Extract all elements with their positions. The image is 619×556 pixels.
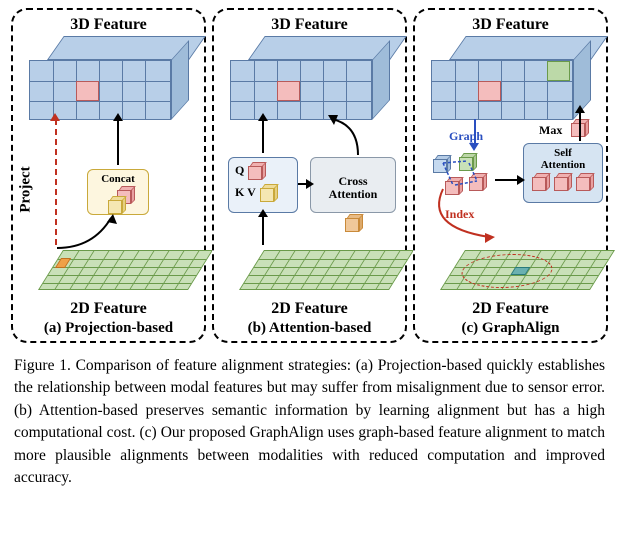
q-cube	[248, 162, 266, 180]
figure-row: 3D Feature Project Concat	[10, 8, 609, 343]
concat-label: Concat	[92, 172, 144, 186]
graph-label: Graph	[449, 129, 483, 144]
label-3d-feature: 3D Feature	[70, 16, 147, 34]
project-arrowhead	[50, 113, 60, 121]
arrow-qkv-to-cross	[298, 183, 308, 185]
arrow-qkv-up	[262, 119, 264, 153]
panel-c-middle: Graph Max Self Attention	[419, 129, 602, 244]
panel-c-caption: (c) GraphAlign	[462, 320, 560, 337]
highlight-cell-pink-c	[478, 81, 501, 101]
flat-2d-b	[225, 250, 395, 296]
panel-c: 3D Feature Graph	[413, 8, 608, 343]
cuboid-3d-c	[431, 36, 591, 123]
label-2d-feature-b: 2D Feature	[271, 300, 348, 318]
cuboid-3d-a	[29, 36, 189, 123]
index-arrow	[429, 187, 539, 245]
arrow-2d-to-concat	[53, 214, 123, 254]
sa-cube-3	[576, 173, 594, 191]
panel-b-caption: (b) Attention-based	[248, 320, 372, 337]
arrow-2d-to-qkv	[262, 215, 264, 245]
label-2d-feature-a: 2D Feature	[70, 300, 147, 318]
max-label: Max	[539, 123, 562, 138]
crossattn-label: Cross Attention	[315, 175, 391, 201]
flat-2d-c	[426, 250, 596, 296]
crossattn-cube	[345, 214, 363, 232]
label-3d-feature-b: 3D Feature	[271, 16, 348, 34]
q-label: Q	[235, 163, 244, 178]
graph-arrowhead	[469, 143, 479, 151]
concat-box: Concat	[87, 169, 149, 215]
arrow-concat-to-3d	[117, 119, 119, 165]
flat-2d-a	[24, 250, 194, 296]
concat-cube-yellow	[108, 196, 126, 214]
qkv-box: Q K V	[228, 157, 298, 213]
arrow-graph-to-sa	[495, 179, 519, 181]
panel-b: 3D Feature Q	[212, 8, 407, 343]
kv-cube	[260, 184, 278, 202]
arrow-sa-up	[579, 111, 581, 141]
kv-label: K V	[235, 185, 256, 200]
label-2d-feature-c: 2D Feature	[472, 300, 549, 318]
panel-a: 3D Feature Project Concat	[11, 8, 206, 343]
highlight-cell-pink	[76, 81, 99, 101]
sa-cube-2	[554, 173, 572, 191]
figure-caption: Figure 1. Comparison of feature alignmen…	[10, 355, 609, 490]
label-3d-feature-c: 3D Feature	[472, 16, 549, 34]
project-label: Project	[18, 166, 35, 212]
graph-arrow	[474, 119, 476, 145]
highlight-cell-pink-b	[277, 81, 300, 101]
panel-b-middle: Q K V Cross Attention	[218, 129, 401, 244]
highlight-cell-green-c	[547, 61, 570, 81]
arrow-cross-to-3d	[328, 115, 388, 157]
panel-a-caption: (a) Projection-based	[44, 320, 173, 337]
panel-a-middle: Project Concat	[17, 129, 200, 244]
crossattn-box: Cross Attention	[310, 157, 396, 213]
cuboid-3d-b	[230, 36, 390, 123]
selfattn-label: Self Attention	[528, 147, 598, 171]
